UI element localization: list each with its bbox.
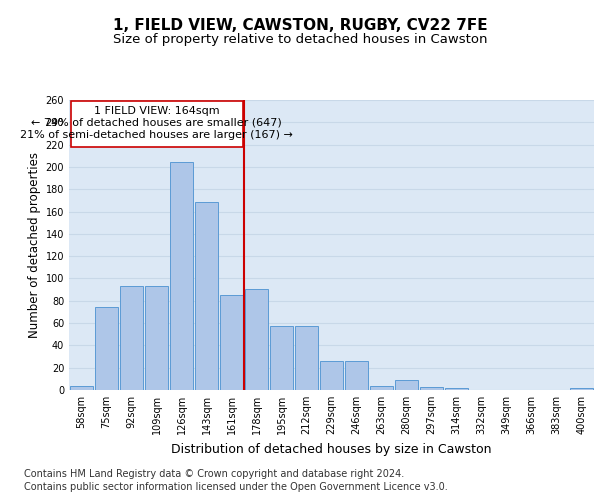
Bar (395, 380, 418, 390)
Bar (170, 162, 193, 390)
Text: 21% of semi-detached houses are larger (167) →: 21% of semi-detached houses are larger (… (20, 130, 293, 140)
Bar (320, 361, 343, 390)
Bar (370, 386, 394, 390)
Bar (145, 286, 169, 390)
Bar (569, 388, 593, 390)
Text: Size of property relative to detached houses in Cawston: Size of property relative to detached ho… (113, 32, 487, 46)
Bar (445, 388, 469, 390)
Text: ← 79% of detached houses are smaller (647): ← 79% of detached houses are smaller (64… (31, 118, 282, 128)
Bar (419, 386, 443, 390)
Bar (269, 326, 293, 390)
X-axis label: Distribution of detached houses by size in Cawston: Distribution of detached houses by size … (171, 442, 492, 456)
Bar (194, 202, 218, 390)
Bar (344, 361, 368, 390)
Bar (220, 295, 244, 390)
Bar (70, 386, 94, 390)
Text: Contains HM Land Registry data © Crown copyright and database right 2024.: Contains HM Land Registry data © Crown c… (24, 469, 404, 479)
Y-axis label: Number of detached properties: Number of detached properties (28, 152, 41, 338)
Bar (295, 326, 319, 390)
Text: Contains public sector information licensed under the Open Government Licence v3: Contains public sector information licen… (24, 482, 448, 492)
Bar (245, 288, 268, 390)
Bar (119, 286, 143, 390)
Text: 1 FIELD VIEW: 164sqm: 1 FIELD VIEW: 164sqm (94, 106, 220, 116)
Bar (95, 308, 118, 390)
Polygon shape (71, 101, 242, 147)
Text: 1, FIELD VIEW, CAWSTON, RUGBY, CV22 7FE: 1, FIELD VIEW, CAWSTON, RUGBY, CV22 7FE (113, 18, 487, 32)
